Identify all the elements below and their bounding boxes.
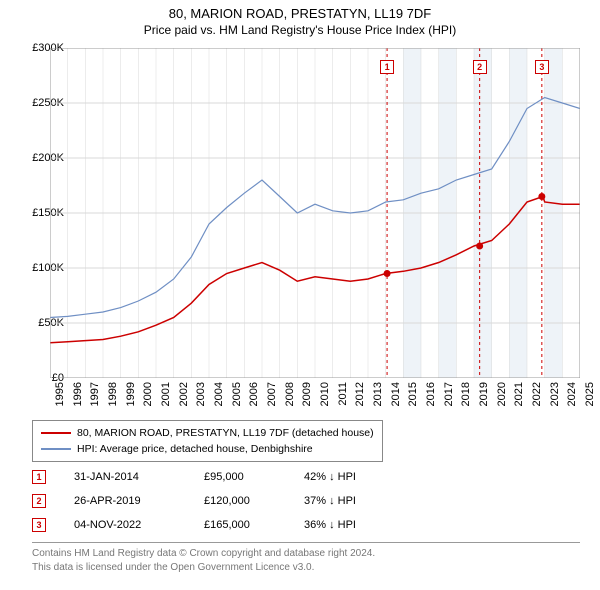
legend-swatch-property (41, 432, 71, 434)
transaction-price: £95,000 (204, 471, 304, 483)
transaction-price: £165,000 (204, 519, 304, 531)
x-tick-label: 2001 (160, 382, 172, 406)
x-tick-label: 2007 (266, 382, 278, 406)
transaction-diff: 42% ↓ HPI (304, 471, 424, 483)
transaction-row: 1 31-JAN-2014£95,00042% ↓ HPI (32, 465, 424, 489)
transaction-date: 31-JAN-2014 (74, 471, 204, 483)
legend: 80, MARION ROAD, PRESTATYN, LL19 7DF (de… (32, 420, 383, 462)
legend-swatch-hpi (41, 448, 71, 450)
x-tick-label: 2023 (549, 382, 561, 406)
transaction-marker-box: 1 (380, 60, 394, 74)
x-tick-label: 2018 (460, 382, 472, 406)
legend-label-hpi: HPI: Average price, detached house, Denb… (77, 443, 313, 455)
x-tick-label: 2013 (372, 382, 384, 406)
x-tick-label: 2020 (496, 382, 508, 406)
transaction-row-marker: 1 (32, 470, 46, 484)
x-tick-label: 2021 (513, 382, 525, 406)
chart-container: 80, MARION ROAD, PRESTATYN, LL19 7DF Pri… (0, 0, 600, 590)
chart-svg (50, 48, 580, 378)
x-tick-label: 1999 (125, 382, 137, 406)
x-tick-label: 1997 (89, 382, 101, 406)
x-tick-label: 2010 (319, 382, 331, 406)
x-tick-label: 2009 (301, 382, 313, 406)
x-tick-label: 2011 (337, 382, 349, 406)
title-subtitle: Price paid vs. HM Land Registry's House … (0, 23, 600, 37)
legend-row-property: 80, MARION ROAD, PRESTATYN, LL19 7DF (de… (41, 425, 374, 441)
transaction-row: 2 26-APR-2019£120,00037% ↓ HPI (32, 489, 424, 513)
footer: Contains HM Land Registry data © Crown c… (32, 542, 580, 574)
x-tick-label: 2016 (425, 382, 437, 406)
x-tick-label: 2000 (142, 382, 154, 406)
transaction-row: 3 04-NOV-2022£165,00036% ↓ HPI (32, 513, 424, 537)
transaction-diff: 36% ↓ HPI (304, 519, 424, 531)
x-tick-label: 2005 (231, 382, 243, 406)
x-tick-label: 1996 (72, 382, 84, 406)
x-tick-label: 2022 (531, 382, 543, 406)
x-tick-label: 1995 (54, 382, 66, 406)
x-tick-label: 2015 (407, 382, 419, 406)
x-tick-label: 2002 (178, 382, 190, 406)
x-tick-label: 2025 (584, 382, 596, 406)
x-tick-label: 2003 (195, 382, 207, 406)
x-tick-label: 2008 (284, 382, 296, 406)
footer-line2: This data is licensed under the Open Gov… (32, 561, 580, 575)
transaction-date: 26-APR-2019 (74, 495, 204, 507)
x-tick-label: 2012 (354, 382, 366, 406)
footer-line1: Contains HM Land Registry data © Crown c… (32, 547, 580, 561)
transaction-date: 04-NOV-2022 (74, 519, 204, 531)
x-tick-label: 2019 (478, 382, 490, 406)
title-block: 80, MARION ROAD, PRESTATYN, LL19 7DF Pri… (0, 0, 600, 37)
title-address: 80, MARION ROAD, PRESTATYN, LL19 7DF (0, 6, 600, 21)
x-tick-label: 2024 (566, 382, 578, 406)
transaction-marker-box: 2 (473, 60, 487, 74)
transaction-row-marker: 2 (32, 494, 46, 508)
legend-label-property: 80, MARION ROAD, PRESTATYN, LL19 7DF (de… (77, 427, 374, 439)
transaction-marker-box: 3 (535, 60, 549, 74)
transactions-table: 1 31-JAN-2014£95,00042% ↓ HPI 2 26-APR-2019… (32, 465, 424, 537)
x-tick-label: 2017 (443, 382, 455, 406)
transaction-row-marker: 3 (32, 518, 46, 532)
x-tick-label: 2006 (248, 382, 260, 406)
x-tick-label: 2014 (390, 382, 402, 406)
chart-plot-area (50, 48, 580, 378)
x-tick-label: 1998 (107, 382, 119, 406)
legend-row-hpi: HPI: Average price, detached house, Denb… (41, 441, 374, 457)
transaction-price: £120,000 (204, 495, 304, 507)
transaction-diff: 37% ↓ HPI (304, 495, 424, 507)
x-tick-label: 2004 (213, 382, 225, 406)
